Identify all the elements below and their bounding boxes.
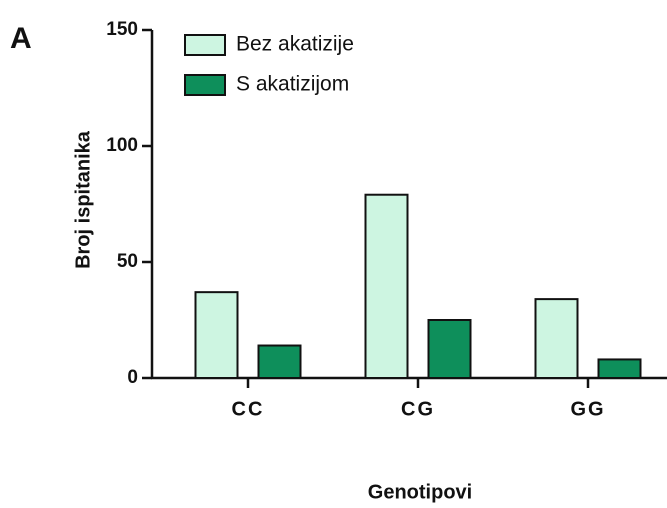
bar — [257, 344, 302, 379]
bar — [194, 291, 239, 379]
x-axis-title: Genotipovi — [368, 481, 472, 503]
legend-label: Bez akatizije — [236, 33, 354, 56]
x-tick-label: CC — [232, 398, 265, 420]
legend-swatch — [184, 34, 226, 56]
y-tick-label: 0 — [127, 367, 138, 388]
legend-label: S akatizijom — [236, 73, 349, 96]
y-tick-label: 50 — [117, 251, 138, 272]
bar — [597, 358, 642, 380]
panel-label: A — [10, 22, 32, 55]
bar — [427, 319, 472, 379]
y-tick-label: 100 — [106, 135, 138, 156]
x-tick-label: CG — [401, 398, 435, 420]
legend-swatch — [184, 74, 226, 96]
x-tick-label: GG — [570, 398, 605, 420]
bar — [534, 298, 579, 379]
y-axis-title: Broj ispitanika — [72, 130, 94, 269]
bar — [364, 193, 409, 379]
y-tick-label: 150 — [106, 19, 138, 40]
